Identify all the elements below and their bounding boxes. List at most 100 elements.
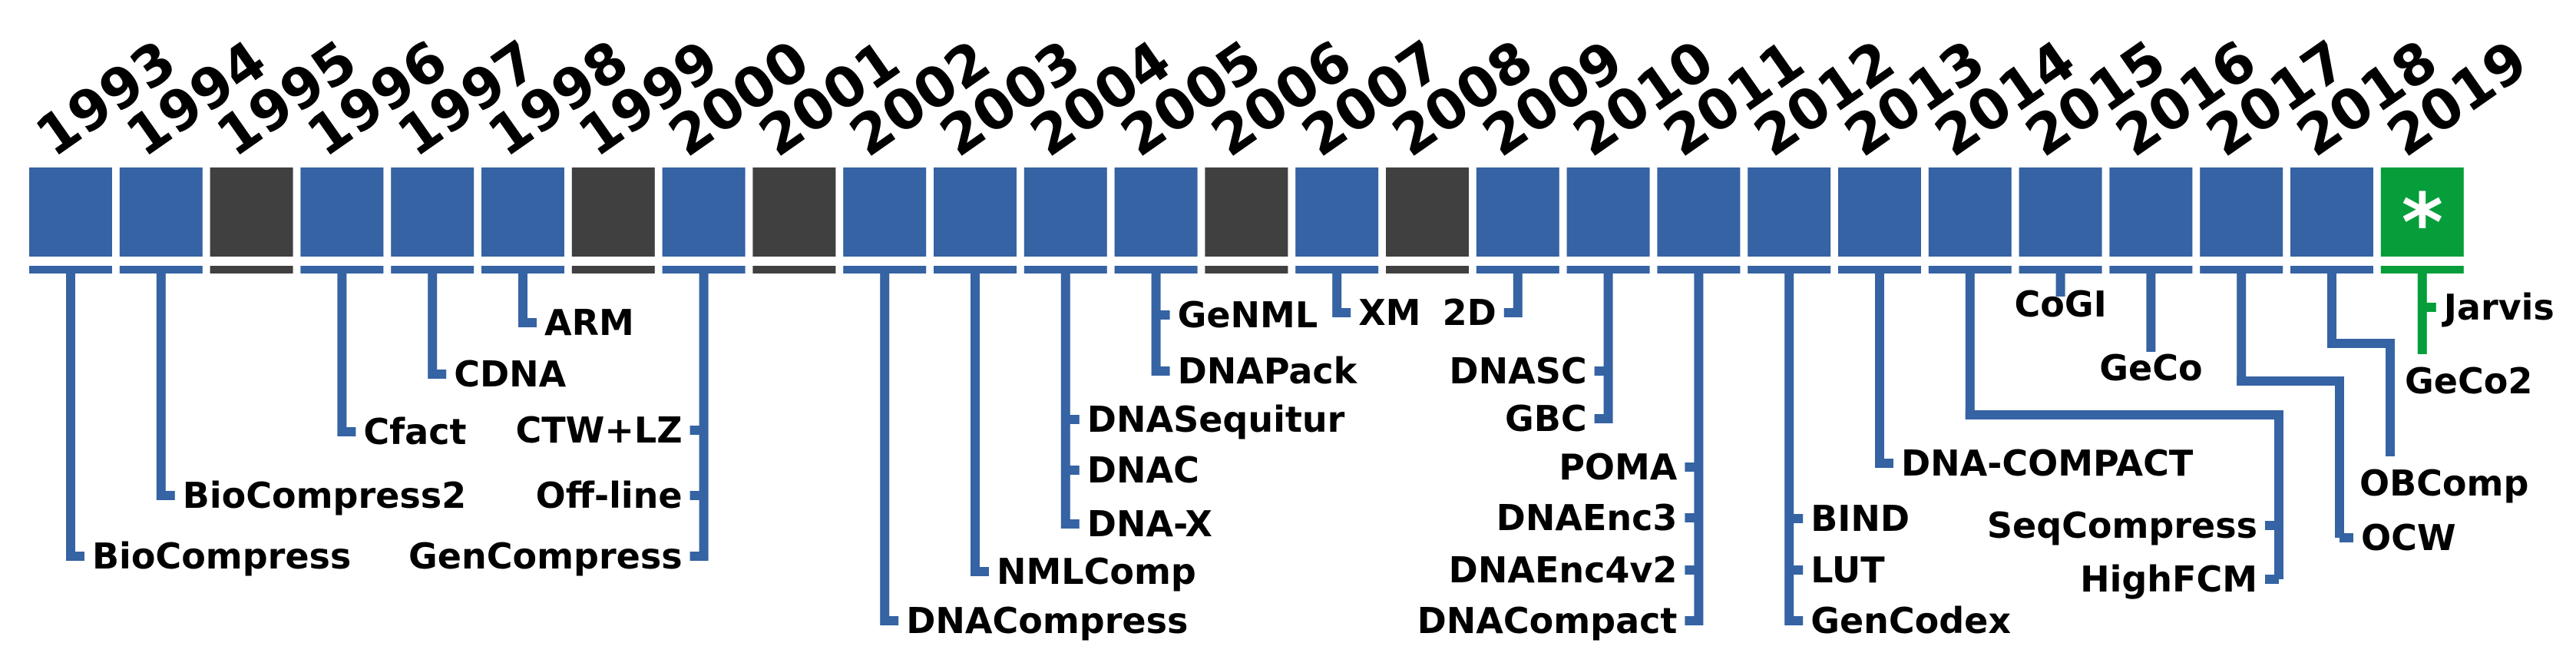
connector-stem-1998 [518, 273, 527, 327]
connector-tick-1998-0 [523, 318, 537, 327]
year-underline-2003 [934, 266, 1017, 273]
year-marker-2019: * [2402, 176, 2443, 270]
connector-tick-2019-0 [2422, 303, 2436, 312]
method-label-gbc: GBC [1505, 398, 1587, 439]
method-label-dnaenc3: DNAEnc3 [1496, 497, 1678, 539]
connector-elbow-2014 [1965, 410, 2279, 419]
year-underline-1994 [119, 266, 203, 273]
year-box-2006 [1205, 167, 1288, 257]
connector-tick-2004-0 [1065, 415, 1080, 424]
connector-tick-2012-2 [1789, 616, 1804, 625]
year-underline-2005 [1114, 266, 1198, 273]
connector-stem-1993 [66, 273, 75, 561]
year-box-2017 [2200, 167, 2283, 257]
year-box-2014 [1928, 167, 2012, 257]
method-label-gencodex: GenCodex [1810, 600, 2011, 641]
connector-stem-2019 [2417, 273, 2427, 354]
connector-stem-2000 [699, 273, 709, 561]
year-box-2018 [2290, 167, 2373, 257]
method-label-ctw-lz: CTW+LZ [516, 409, 683, 451]
year-box-2016 [2109, 167, 2193, 257]
method-label-dnaenc4v2: DNAEnc4v2 [1449, 549, 1678, 591]
year-underline-2013 [1838, 266, 1921, 273]
connector-stem-2013 [1875, 273, 1884, 468]
year-underline-1999 [571, 266, 655, 273]
year-underline-2016 [2109, 266, 2193, 273]
connector-tick-2013-0 [1880, 459, 1893, 468]
method-label-dnasequitur: DNASequitur [1087, 399, 1345, 440]
year-underline-2006 [1205, 266, 1288, 273]
connector-tick-2007-0 [1337, 308, 1351, 317]
connector-stem-2012 [1784, 273, 1794, 625]
connector-tick-2011-1 [1685, 513, 1699, 522]
method-label-dnasc: DNASC [1449, 350, 1586, 392]
year-underline-2011 [1657, 266, 1741, 273]
year-box-1999 [571, 167, 655, 257]
connector-stem-2015 [2055, 273, 2065, 297]
method-label-dnac: DNAC [1087, 449, 1199, 491]
method-label-nmlcomp: NMLComp [997, 551, 1196, 592]
year-box-2007 [1295, 167, 1379, 257]
connector-stem-2016 [2146, 273, 2156, 352]
method-label-poma: POMA [1559, 446, 1678, 488]
year-box-2000 [662, 167, 746, 257]
method-label-geco: GeCo [2099, 347, 2202, 389]
connector-tick-2005-1 [1156, 366, 1170, 376]
method-label-2d: 2D [1443, 292, 1496, 333]
connector-tick-1997-0 [432, 370, 447, 379]
connector-stem-2007 [1332, 273, 1342, 317]
year-underline-2017 [2200, 266, 2283, 273]
year-box-1996 [300, 167, 384, 257]
method-label-dna-compact: DNA-COMPACT [1901, 443, 2194, 484]
method-label-jarvis: Jarvis [2442, 287, 2555, 328]
connector-drop-2014 [2274, 410, 2283, 579]
year-box-2008 [1386, 167, 1469, 257]
connector-stem-2010 [1603, 273, 1613, 423]
year-underline-1996 [300, 266, 384, 273]
year-box-2009 [1476, 167, 1559, 257]
connector-tick-2000-1 [689, 491, 704, 500]
year-underline-2001 [752, 266, 836, 273]
connector-stem-2005 [1151, 273, 1161, 376]
method-label-dna-x: DNA-X [1087, 503, 1212, 545]
method-label-dnacompact: DNACompact [1417, 600, 1678, 641]
method-label-biocompress2: BioCompress2 [183, 475, 466, 516]
connector-tick-2009-0 [1503, 308, 1518, 317]
connector-tick-2014-0 [2265, 521, 2279, 530]
connector-tick-2000-0 [689, 426, 704, 435]
method-label-bind: BIND [1810, 498, 1910, 539]
method-label-seqcompress: SeqCompress [1987, 505, 2257, 546]
method-label-ocw: OCW [2361, 517, 2456, 559]
method-label-cdna: CDNA [454, 353, 566, 395]
method-label-off-line: Off-line [536, 475, 683, 516]
year-underline-1998 [481, 266, 564, 273]
connector-tick-2004-2 [1065, 519, 1080, 529]
connector-elbow-2017 [2237, 376, 2340, 386]
connector-stem-2002 [880, 273, 890, 625]
method-labels: BioCompress BioCompress2 Cfact CDNA ARM CTW+L… [92, 283, 2555, 641]
connector-elbow-2018 [2327, 339, 2390, 348]
year-underline-2007 [1295, 266, 1379, 273]
year-box-2013 [1838, 167, 1921, 257]
connector-stem-2003 [971, 273, 980, 576]
connector-stem-2017 [2237, 273, 2247, 386]
method-label-dnapack: DNAPack [1178, 350, 1358, 392]
method-label-lut: LUT [1810, 549, 1885, 591]
method-label-obcomp: OBComp [2359, 462, 2528, 504]
method-label-xm: XM [1358, 292, 1420, 333]
connector-stem-1997 [428, 273, 438, 379]
year-box-2012 [1748, 167, 1831, 257]
method-label-cogi: CoGI [2014, 283, 2106, 325]
year-box-1995 [210, 167, 293, 257]
connector-stem-1994 [156, 273, 166, 500]
connector-tick-1994-0 [160, 491, 175, 500]
connector-tick-2003-0 [975, 567, 989, 576]
connector-tick-2011-2 [1685, 565, 1699, 575]
method-label-gencompress: GenCompress [408, 535, 683, 577]
year-underline-2010 [1566, 266, 1650, 273]
connector-tick-2000-2 [689, 552, 704, 561]
connector-tick-2014-1 [2265, 575, 2279, 584]
year-underline-2012 [1748, 266, 1831, 273]
year-boxes: 1993199419951996199719981999200020012002… [25, 28, 2539, 273]
